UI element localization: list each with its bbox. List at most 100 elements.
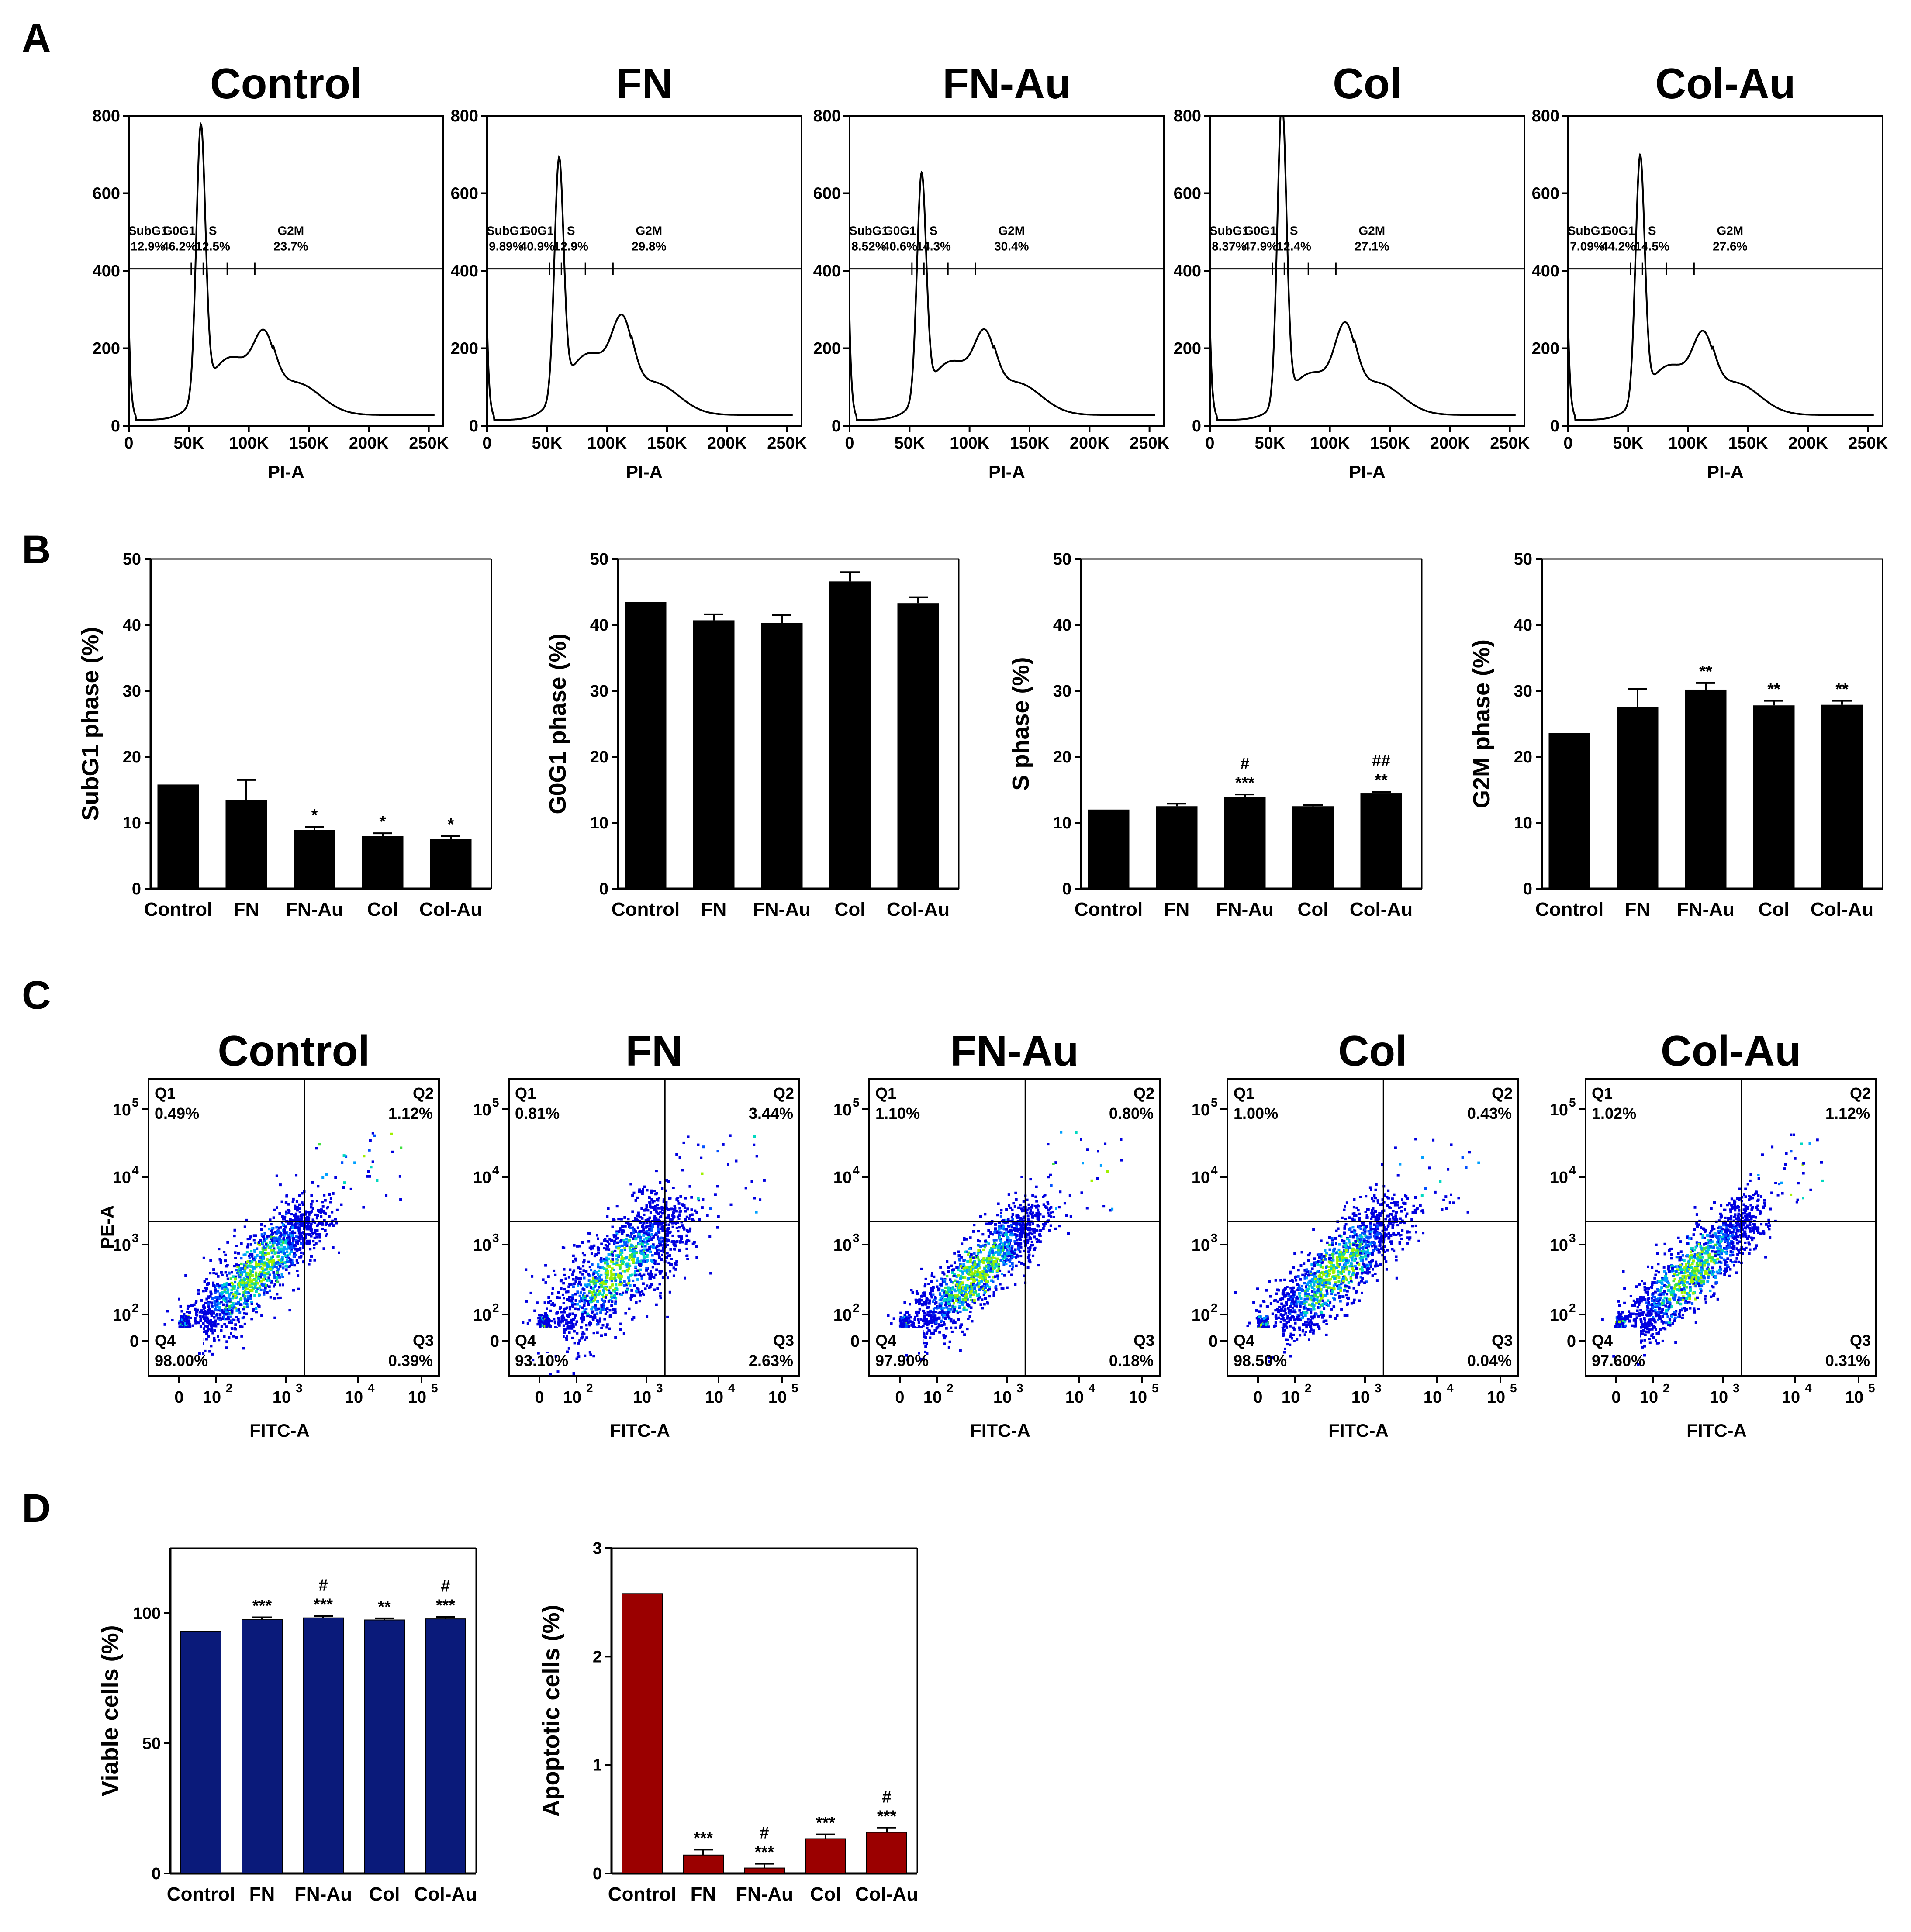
scatter-point [925, 1300, 928, 1303]
scatter-point [621, 1255, 623, 1258]
scatter-point [929, 1336, 932, 1339]
scatter-point [552, 1302, 554, 1305]
scatter-point [1022, 1200, 1025, 1203]
scatter-point [243, 1278, 246, 1281]
scatter-point [968, 1266, 971, 1269]
x-tick-label: 100K [587, 434, 627, 452]
scatter-point [1019, 1236, 1022, 1239]
scatter-point [320, 1215, 323, 1218]
scatter-point [576, 1303, 579, 1306]
scatter-point [1011, 1268, 1014, 1271]
scatter-point [1013, 1227, 1016, 1230]
scatter-point [270, 1233, 273, 1236]
scatter-point [639, 1216, 642, 1219]
scatter-point [205, 1332, 208, 1335]
scatter-point [317, 1185, 320, 1188]
scatter-point [549, 1309, 552, 1312]
y-tick-exponent: 4 [853, 1163, 860, 1177]
scatter-point [974, 1261, 976, 1264]
scatter-point [214, 1297, 218, 1300]
scatter-point [576, 1245, 579, 1248]
scatter-point [603, 1258, 606, 1261]
y-tick-label: 0 [490, 1332, 499, 1351]
scatter-point [276, 1293, 279, 1296]
scatter-point [320, 1208, 323, 1211]
scatter-point [974, 1270, 976, 1273]
scatter-point [922, 1309, 925, 1312]
scatter-point [296, 1206, 299, 1209]
scatter-point [621, 1263, 624, 1265]
scatter-point [984, 1272, 987, 1275]
scatter-point [635, 1290, 638, 1293]
scatter-point [210, 1311, 213, 1314]
scatter-point [271, 1232, 274, 1235]
scatter-point [1037, 1205, 1040, 1208]
scatter-point [995, 1239, 998, 1242]
scatter-point [297, 1239, 300, 1242]
scatter-point [1010, 1232, 1013, 1235]
scatter-point [684, 1197, 687, 1200]
scatter-point [644, 1287, 647, 1290]
y-tick-exponent: 2 [492, 1301, 499, 1314]
scatter-point [315, 1233, 318, 1236]
panel-label-d: D [22, 1486, 51, 1531]
scatter-point [991, 1264, 994, 1267]
scatter-point [981, 1233, 985, 1236]
scatter-point [242, 1277, 245, 1280]
scatter-point [226, 1241, 229, 1244]
scatter-point [267, 1270, 270, 1273]
scatter-point [230, 1289, 233, 1292]
scatter-point [591, 1274, 594, 1277]
scatter-point [581, 1315, 584, 1318]
scatter-point [1009, 1233, 1012, 1236]
scatter-point [554, 1355, 557, 1358]
scatter-point [544, 1264, 547, 1267]
y-tick-label: 20 [590, 748, 608, 766]
scatter-point [245, 1302, 248, 1305]
category-label: Control [144, 899, 212, 920]
scatter-point [957, 1286, 960, 1289]
y-tick-label: 200 [1174, 340, 1201, 358]
scatter-point [673, 1248, 676, 1251]
scatter-point [651, 1223, 654, 1226]
scatter-point [1040, 1229, 1043, 1232]
scatter-point [589, 1301, 592, 1304]
scatter-point [311, 1200, 314, 1203]
scatter-point [246, 1238, 249, 1241]
scatter-point [971, 1270, 973, 1273]
scatter-point [997, 1249, 1000, 1252]
scatter-point [325, 1222, 328, 1225]
scatter-point [639, 1249, 643, 1252]
scatter-point [623, 1248, 626, 1251]
scatter-point [759, 1198, 762, 1201]
scatter-point [214, 1290, 217, 1294]
scatter-point [987, 1229, 990, 1232]
x-tick-label: 0 [124, 434, 133, 452]
scatter-point [1014, 1242, 1017, 1245]
scatter-point [600, 1298, 603, 1301]
scatter-point [264, 1284, 267, 1287]
scatter-point [983, 1303, 986, 1306]
scatter-point [239, 1325, 242, 1328]
scatter-point [688, 1230, 691, 1233]
scatter-point [1111, 1208, 1114, 1211]
scatter-point [258, 1305, 261, 1308]
scatter-point [583, 1288, 586, 1291]
scatter-point [938, 1331, 941, 1334]
scatter-point [693, 1241, 696, 1244]
y-tick-label: 20 [123, 748, 141, 766]
scatter-point [669, 1248, 672, 1251]
scatter-point [977, 1276, 980, 1278]
scatter-point [301, 1216, 304, 1219]
scatter-point [1016, 1229, 1019, 1232]
scatter-point [979, 1215, 982, 1218]
scatter-point [1036, 1214, 1039, 1217]
scatter-point [1016, 1215, 1019, 1218]
scatter-point [936, 1279, 939, 1282]
scatter-point [253, 1282, 256, 1285]
scatter-point [999, 1269, 1002, 1272]
scatter-point [932, 1286, 935, 1289]
scatter-point [546, 1307, 548, 1310]
scatter-point [905, 1311, 908, 1314]
scatter-point [969, 1268, 972, 1271]
